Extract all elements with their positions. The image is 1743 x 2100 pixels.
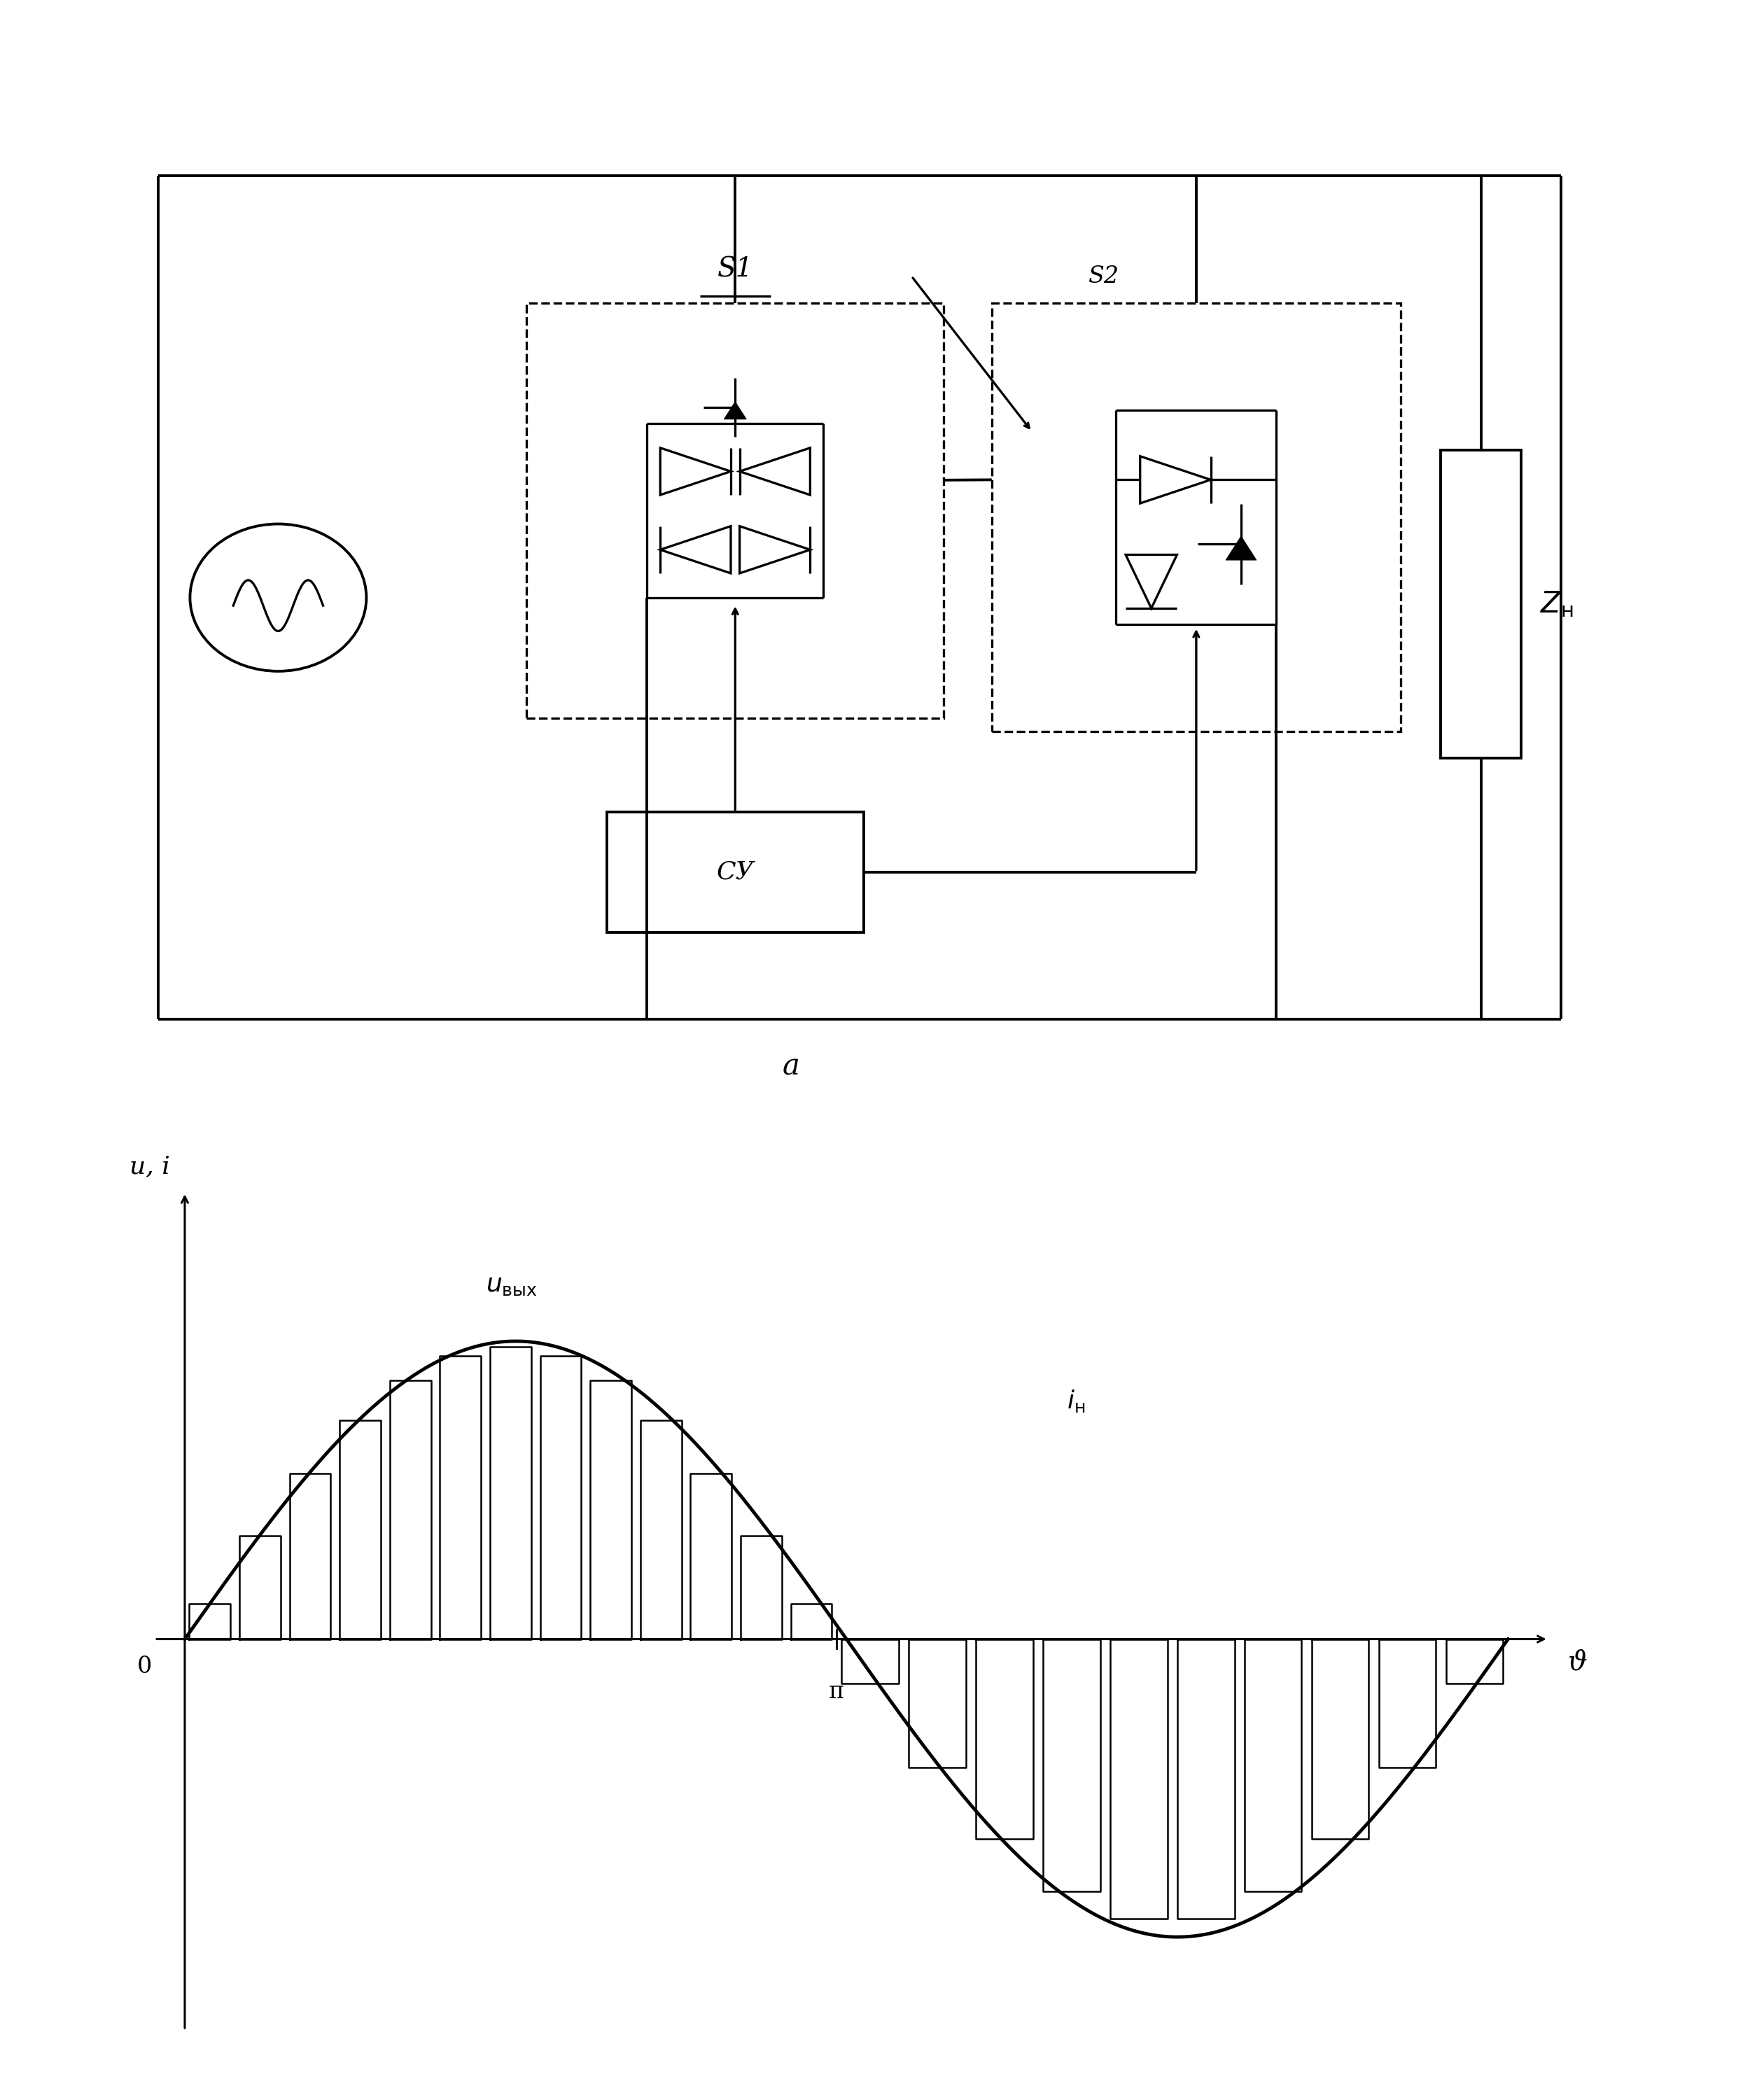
Text: π: π [828,1680,844,1703]
Bar [1441,449,1522,758]
Text: ϑ: ϑ [1569,1648,1588,1676]
Text: S1: S1 [716,256,753,284]
Text: 0: 0 [138,1655,152,1678]
Text: $u_{\rm вых}$: $u_{\rm вых}$ [486,1273,537,1298]
Text: $i_{\rm н}$: $i_{\rm н}$ [1067,1388,1086,1413]
Text: u, i: u, i [129,1155,169,1178]
Polygon shape [1225,536,1257,561]
Bar [526,302,943,718]
Polygon shape [723,401,746,420]
Text: $Z_{\mathsf{н}}$: $Z_{\mathsf{н}}$ [1541,590,1574,620]
Text: а: а [783,1052,800,1082]
Text: S2: S2 [1088,265,1119,288]
Bar [992,302,1401,731]
Text: СУ: СУ [716,861,755,884]
Bar [607,813,863,932]
